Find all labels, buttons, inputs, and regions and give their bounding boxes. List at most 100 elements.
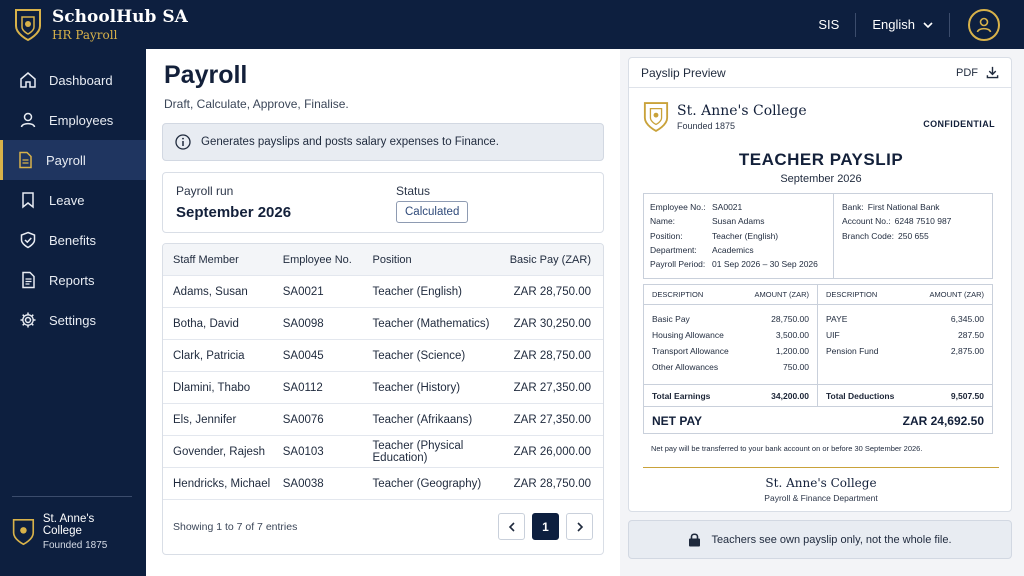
table-cell: ZAR 27,350.00 xyxy=(513,413,591,426)
sidebar-item-employees[interactable]: Employees xyxy=(0,100,146,140)
status-badge: Calculated xyxy=(396,201,469,223)
sidebar-item-label: Payroll xyxy=(46,152,86,168)
payslip-month: September 2026 xyxy=(780,173,862,185)
bookmark-icon xyxy=(19,191,37,209)
table-cell: SA0021 xyxy=(282,285,324,298)
chevron-right-icon xyxy=(576,521,583,532)
sidebar-item-label: Reports xyxy=(49,272,95,288)
table-cell: SA0112 xyxy=(282,381,323,394)
prev-page-button[interactable] xyxy=(498,513,525,540)
table-row[interactable]: Botha, David SA0098 Teacher (Mathematics) Z… xyxy=(163,308,603,340)
preview-header: Payslip Preview PDF xyxy=(629,58,1011,88)
payroll-run-card: Payroll run September 2026 Status Calcul… xyxy=(162,172,604,233)
sidebar: Dashboard Employees Payroll Leave Benefi… xyxy=(0,49,146,576)
column-header[interactable]: Staff Member xyxy=(173,253,239,266)
table-row[interactable]: Govender, Rajesh SA0103 Teacher (Physical … xyxy=(163,436,603,468)
user-icon xyxy=(19,111,37,129)
gear-icon xyxy=(19,311,37,329)
line-item: UIF 287.50 xyxy=(826,327,984,343)
table-row[interactable]: Els, Jennifer SA0076 Teacher (Afrikaans) ZA… xyxy=(163,404,603,436)
language-select[interactable]: English xyxy=(856,17,949,32)
detail-row: Position: Teacher (English) xyxy=(650,229,833,243)
totals-row: Total Earnings 34,200.00 Total Deductions… xyxy=(644,385,992,407)
table-cell: SA0038 xyxy=(282,477,324,490)
column-header: DESCRIPTION xyxy=(826,290,878,299)
line-amount: 28,750.00 xyxy=(771,314,809,324)
payslip-school-name: St. Anne's College xyxy=(677,103,807,119)
run-value[interactable]: September 2026 xyxy=(176,204,292,221)
payslip-preview: Payslip Preview PDF St. Anne's College F… xyxy=(628,57,1012,512)
detail-label: Branch Code: xyxy=(842,230,894,241)
detail-value: SA0021 xyxy=(712,202,743,212)
table-cell: Clark, Patricia xyxy=(173,349,245,362)
divider xyxy=(949,12,950,37)
line-item: Transport Allowance 1,200.00 xyxy=(652,343,809,359)
app-name: SchoolHub SA xyxy=(52,7,188,27)
total-deductions-value: 9,507.50 xyxy=(950,390,984,401)
line-description: Pension Fund xyxy=(826,346,879,356)
sidebar-item-reports[interactable]: Reports xyxy=(0,260,146,300)
sidebar-item-dashboard[interactable]: Dashboard xyxy=(0,60,146,100)
line-amount: 3,500.00 xyxy=(775,330,809,340)
brand[interactable]: SchoolHub SA HR Payroll xyxy=(0,7,188,42)
info-text: Generates payslips and posts salary expe… xyxy=(201,136,499,148)
total-earnings-value: 34,200.00 xyxy=(771,390,809,401)
table-row[interactable]: Hendricks, Michael SA0038 Teacher (Geograp… xyxy=(163,468,603,500)
line-description: Basic Pay xyxy=(652,314,690,324)
total-earnings-label: Total Earnings xyxy=(652,390,711,401)
table-header: Staff Member Employee No. Position Basic… xyxy=(163,244,603,276)
column-header[interactable]: Position xyxy=(372,253,412,266)
table-row[interactable]: Dlamini, Thabo SA0112 Teacher (History) ZAR… xyxy=(163,372,603,404)
crest-icon xyxy=(643,102,669,132)
privacy-text: Teachers see own payslip only, not the w… xyxy=(711,533,952,546)
pdf-label: PDF xyxy=(956,66,978,79)
deductions-list: PAYE 6,345.00 UIF 287.50 Pension Fund 2,875.0… xyxy=(818,305,992,384)
school-name: St. Anne's College xyxy=(42,513,95,537)
table-row[interactable]: Adams, Susan SA0021 Teacher (English) ZAR 2… xyxy=(163,276,603,308)
detail-value: First National Bank xyxy=(867,202,940,212)
sidebar-item-payroll[interactable]: Payroll xyxy=(0,140,146,180)
column-header: AMOUNT (ZAR) xyxy=(929,290,984,299)
column-header[interactable]: Basic Pay (ZAR) xyxy=(509,253,591,266)
download-pdf-button[interactable]: PDF xyxy=(956,66,999,79)
report-icon xyxy=(19,271,37,289)
sidebar-item-benefits[interactable]: Benefits xyxy=(0,220,146,260)
column-header[interactable]: Employee No. xyxy=(282,253,352,266)
table-cell: Teacher (Mathematics) xyxy=(372,317,490,330)
next-page-button[interactable] xyxy=(566,513,593,540)
detail-value: Teacher (English) xyxy=(712,230,779,241)
user-avatar[interactable] xyxy=(968,8,1000,41)
school-founded: Founded 1875 xyxy=(42,540,108,551)
chevron-left-icon xyxy=(508,521,515,532)
document-icon xyxy=(16,151,34,169)
detail-row: Payroll Period: 01 Sep 2026 – 30 Sep 2026 xyxy=(650,257,833,271)
detail-value: 01 Sep 2026 – 30 Sep 2026 xyxy=(712,259,818,270)
sidebar-item-settings[interactable]: Settings xyxy=(0,300,146,340)
detail-label: Account No.: xyxy=(842,216,891,227)
language-label: English xyxy=(872,17,915,32)
table-cell: Teacher (English) xyxy=(372,285,462,298)
table-cell: Teacher (Science) xyxy=(372,349,466,362)
earnings-header: DESCRIPTION AMOUNT (ZAR) DESCRIPTION AMOUN… xyxy=(644,285,992,305)
table-cell: Adams, Susan xyxy=(173,285,248,298)
table-row[interactable]: Clark, Patricia SA0045 Teacher (Science) ZA… xyxy=(163,340,603,372)
detail-label: Payroll Period: xyxy=(650,259,706,270)
line-amount: 2,875.00 xyxy=(950,346,984,356)
page-button[interactable]: 1 xyxy=(532,513,559,540)
table-footer: Showing 1 to 7 of 7 entries 1 xyxy=(163,499,603,554)
table-cell: Els, Jennifer xyxy=(173,413,237,426)
sidebar-item-leave[interactable]: Leave xyxy=(0,180,146,220)
detail-row: Account No.: 6248 7510 987 xyxy=(842,214,951,228)
divider xyxy=(643,467,999,468)
table-cell: ZAR 28,750.00 xyxy=(513,477,591,490)
earnings-deductions: DESCRIPTION AMOUNT (ZAR) DESCRIPTION AMOUN… xyxy=(643,284,993,434)
user-icon xyxy=(976,17,992,32)
crest-icon xyxy=(15,8,41,41)
table-cell: SA0103 xyxy=(282,445,324,458)
sis-link[interactable]: SIS xyxy=(818,17,840,32)
info-banner: Generates payslips and posts salary expe… xyxy=(162,123,604,161)
home-icon xyxy=(19,71,37,89)
payslip-school: St. Anne's College Founded 1875 xyxy=(643,100,807,134)
module-name: HR Payroll xyxy=(52,28,118,42)
detail-value: 250 655 xyxy=(897,230,929,241)
